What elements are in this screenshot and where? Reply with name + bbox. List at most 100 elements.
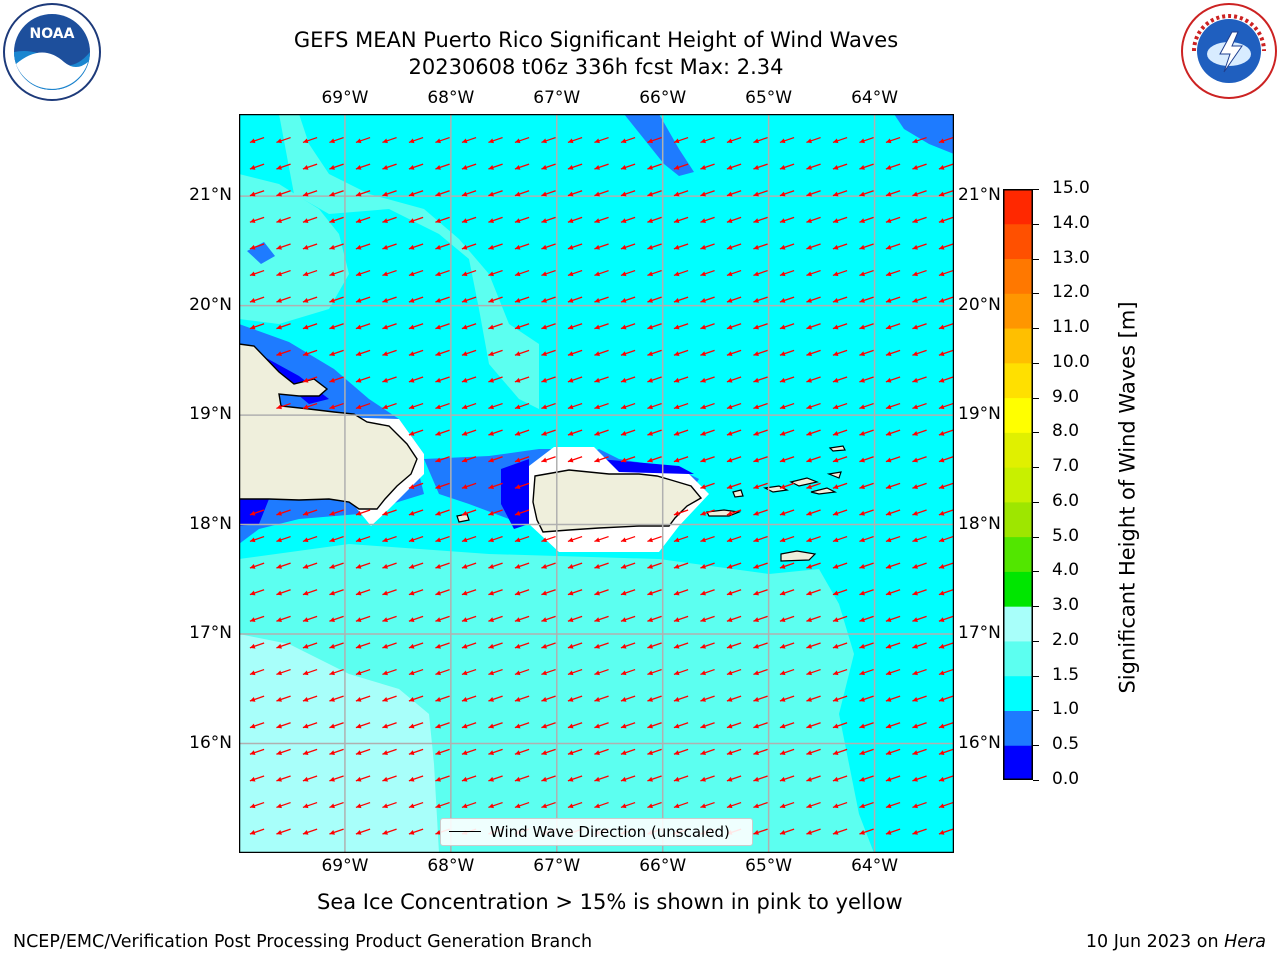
direction-arrow [700,482,715,489]
direction-arrow [514,615,530,622]
colorbar-tick-mark [1033,397,1039,399]
direction-arrow [700,296,715,303]
direction-arrow [647,456,662,463]
direction-arrow [726,296,742,303]
footer-date: 10 Jun 2023 on Hera [1086,932,1266,952]
direction-arrow [541,136,556,144]
direction-arrow [832,748,848,755]
direction-arrow [541,376,556,383]
direction-arrow [276,190,291,197]
direction-arrow [938,269,954,277]
direction-arrow [859,695,874,702]
direction-arrow [382,801,397,809]
direction-arrow [567,402,583,410]
colorbar-segment [1003,745,1033,781]
colorbar-tick-mark [1033,780,1039,781]
direction-arrow [647,402,662,410]
direction-arrow [541,456,556,463]
colorbar-tick-label: 7.0 [1052,456,1080,477]
direction-arrow [806,642,821,649]
colorbar-segment [1003,606,1033,642]
direction-arrow [726,615,742,622]
direction-arrow [779,456,795,463]
direction-arrow [329,695,344,702]
direction-arrow [647,349,662,356]
direction-arrow [435,429,450,436]
national-weather-service-logo [1180,2,1278,100]
direction-arrow [700,562,715,569]
direction-arrow [567,429,583,436]
footer-producer: NCEP/EMC/Verification Post Processing Pr… [13,932,593,952]
direction-arrow [594,722,609,729]
colorbar-tick-label: 5.0 [1052,525,1080,546]
direction-arrow [514,216,530,223]
direction-arrow [382,269,397,277]
direction-arrow [806,376,821,383]
direction-arrow [488,615,503,622]
direction-arrow [435,482,450,489]
direction-arrow [859,748,874,755]
direction-arrow [488,269,503,277]
colorbar-segment [1003,675,1033,711]
direction-arrow [859,296,874,303]
direction-arrow [779,376,795,383]
direction-arrow [355,642,371,649]
direction-arrow [567,349,583,356]
direction-arrow [779,775,795,782]
direction-arrow [647,695,662,702]
direction-arrow [541,589,556,596]
colorbar-tick-label: 9.0 [1052,386,1080,407]
lat-tick-left-5: 16°N [189,732,232,753]
direction-arrow [408,695,424,702]
direction-arrow [806,296,821,303]
direction-arrow [514,296,530,303]
colorbar-segment [1003,328,1033,364]
direction-arrow [700,642,715,649]
direction-arrow [753,296,768,303]
colorbar-tick-label: 2.0 [1052,629,1080,650]
direction-arrow [302,190,318,197]
direction-arrow [647,775,662,782]
direction-arrow [832,216,848,223]
direction-arrow [594,269,609,277]
direction-arrow [700,402,715,410]
direction-arrow [488,190,503,197]
direction-arrow [832,323,848,330]
direction-arrow [435,163,450,170]
direction-arrow [753,349,768,356]
direction-arrow [408,668,424,676]
direction-arrow [355,668,371,676]
colorbar-segment [1003,571,1033,607]
direction-arrow [912,509,927,516]
direction-arrow [700,456,715,463]
direction-arrow [355,269,371,277]
direction-arrow [620,695,636,702]
direction-arrow [461,801,477,809]
colorbar [1003,189,1033,781]
direction-arrow [885,190,901,197]
direction-arrow [806,509,821,516]
direction-arrow [488,323,503,330]
direction-arrow [302,296,318,303]
direction-arrow [700,535,715,543]
field-0-0-0-5-d [599,459,694,474]
colorbar-tick-mark [1033,293,1039,295]
direction-arrow [832,163,848,170]
direction-arrow [779,402,795,410]
direction-arrow [382,775,397,782]
direction-arrow [938,482,954,489]
direction-arrow [673,642,689,649]
lat-tick-right-5: 16°N [958,732,1001,753]
direction-arrow [620,163,636,170]
direction-arrow [832,269,848,277]
direction-arrow [806,615,821,622]
lat-tick-left-4: 17°N [189,623,232,644]
direction-arrow [779,243,795,250]
direction-arrow [753,535,768,543]
lat-tick-right-2: 19°N [958,404,1001,425]
direction-arrow [276,695,291,702]
direction-arrow [408,722,424,729]
direction-arrow [541,429,556,436]
direction-arrow [408,243,424,250]
direction-arrow [620,589,636,596]
